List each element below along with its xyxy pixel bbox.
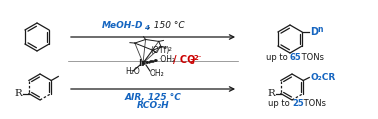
Text: / CO: / CO xyxy=(173,55,195,65)
Text: TONs: TONs xyxy=(299,52,324,62)
Text: 25: 25 xyxy=(292,99,304,107)
Text: OH₂: OH₂ xyxy=(150,69,165,77)
Text: Ir: Ir xyxy=(138,59,146,67)
Text: TONs: TONs xyxy=(301,99,326,107)
Text: MeOH-D: MeOH-D xyxy=(102,21,143,30)
Text: H₂O: H₂O xyxy=(125,67,140,77)
Text: (OTf): (OTf) xyxy=(150,47,169,55)
Text: 3: 3 xyxy=(190,59,195,64)
Text: 65: 65 xyxy=(290,52,302,62)
Text: 4: 4 xyxy=(144,25,149,32)
Text: 2⁻: 2⁻ xyxy=(194,55,203,62)
Text: R: R xyxy=(267,89,275,97)
Text: R: R xyxy=(14,89,22,97)
Text: 2: 2 xyxy=(167,47,171,52)
Text: up to: up to xyxy=(266,52,290,62)
Text: n: n xyxy=(317,25,323,34)
Text: RCO₂H: RCO₂H xyxy=(137,101,169,110)
Text: O₂CR: O₂CR xyxy=(310,73,336,82)
Text: ·OH₂: ·OH₂ xyxy=(158,55,175,64)
Text: , 150 °C: , 150 °C xyxy=(148,21,184,30)
Text: up to: up to xyxy=(268,99,292,107)
Text: AIR, 125 °C: AIR, 125 °C xyxy=(125,93,181,102)
Text: D: D xyxy=(310,27,318,37)
